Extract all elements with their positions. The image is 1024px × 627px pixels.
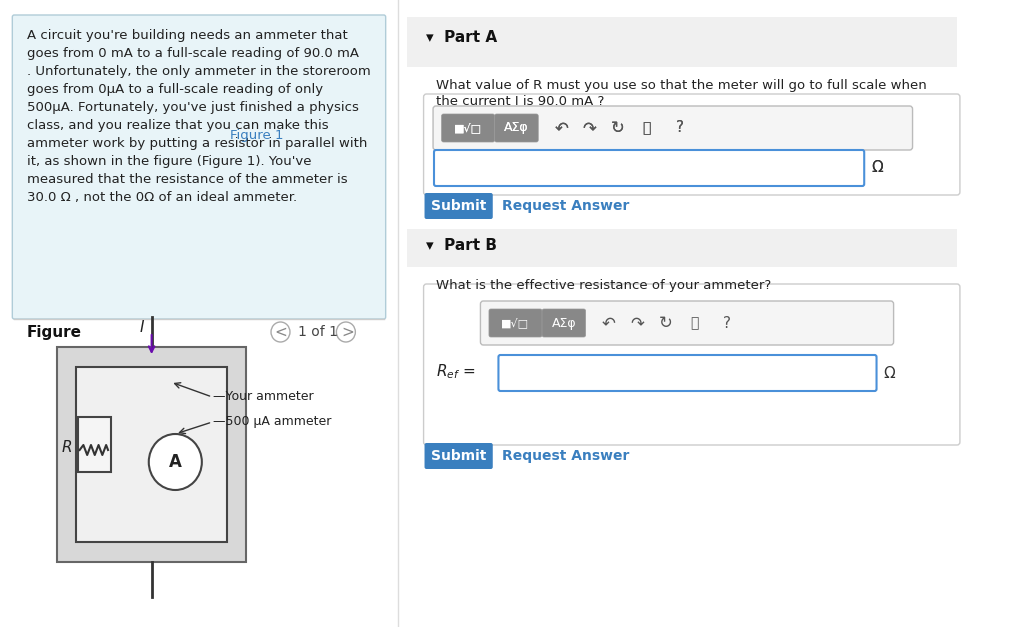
Text: ■√□: ■√□ [454,123,482,134]
Text: ↻: ↻ [611,119,625,137]
FancyBboxPatch shape [441,114,495,142]
FancyBboxPatch shape [12,15,386,319]
Text: 1 of 1: 1 of 1 [299,325,339,339]
Text: ↷: ↷ [583,119,597,137]
FancyBboxPatch shape [441,114,495,142]
Text: $R_{ef}$ =: $R_{ef}$ = [436,362,475,381]
Bar [78,417,111,472]
FancyBboxPatch shape [499,355,877,391]
Text: ↻: ↻ [611,119,625,137]
FancyBboxPatch shape [495,114,539,142]
Text: ⌸: ⌸ [642,121,651,135]
Text: Ω: Ω [883,366,895,381]
Text: Figure 1: Figure 1 [230,129,284,142]
FancyBboxPatch shape [434,150,864,186]
Text: ?: ? [723,315,731,330]
Text: I: I [139,320,144,334]
Text: Request Answer: Request Answer [502,449,630,463]
Text: <: < [274,325,288,340]
FancyBboxPatch shape [433,106,912,150]
FancyBboxPatch shape [495,114,539,142]
Text: What value of R must you use so that the meter will go to full scale when: What value of R must you use so that the… [436,79,927,92]
Text: ⌸: ⌸ [642,121,651,135]
FancyBboxPatch shape [489,309,542,337]
FancyBboxPatch shape [424,94,959,195]
Text: —500 μA ammeter: —500 μA ammeter [213,416,332,428]
FancyBboxPatch shape [480,301,894,345]
Text: ↶: ↶ [554,119,568,137]
Text: —Your ammeter: —Your ammeter [213,391,313,404]
Text: ↶: ↶ [554,119,568,137]
FancyBboxPatch shape [434,150,864,186]
Text: Figure: Figure [27,325,82,340]
Text: ■√□: ■√□ [502,318,529,329]
Bar [408,229,957,267]
Text: A circuit you're building needs an ammeter that
goes from 0 mA to a full-scale r: A circuit you're building needs an ammet… [27,29,371,204]
Text: Submit: Submit [431,449,486,463]
Text: ⌸: ⌸ [690,316,698,330]
Text: ↻: ↻ [658,314,673,332]
Text: A: A [169,453,181,471]
Text: ?: ? [676,120,684,135]
Text: ΑΣφ: ΑΣφ [504,122,528,135]
Text: What is the effective resistance of your ammeter?: What is the effective resistance of your… [436,279,771,292]
Text: ↷: ↷ [630,314,644,332]
Text: ΑΣφ: ΑΣφ [552,317,577,330]
FancyBboxPatch shape [424,284,959,445]
FancyBboxPatch shape [425,443,493,469]
Text: Ω: Ω [871,161,884,176]
Text: Request Answer: Request Answer [502,199,630,213]
Text: Ω: Ω [871,161,884,176]
Bar [76,367,227,542]
Circle shape [148,434,202,490]
Text: ■√□: ■√□ [454,123,482,134]
Text: the current I is 90.0 mA ?: the current I is 90.0 mA ? [436,95,604,108]
FancyBboxPatch shape [425,193,493,219]
Text: ↶: ↶ [602,314,615,332]
Text: ?: ? [676,120,684,135]
Text: ΑΣφ: ΑΣφ [504,122,528,135]
Text: R: R [61,440,73,455]
FancyBboxPatch shape [433,106,912,150]
Bar [408,17,957,67]
FancyBboxPatch shape [542,309,586,337]
Text: ↷: ↷ [583,119,597,137]
Text: Submit: Submit [431,199,486,213]
Text: ▾  Part A: ▾ Part A [426,29,498,45]
Text: >: > [341,325,354,340]
Text: ▾  Part B: ▾ Part B [426,238,498,253]
Bar [57,347,247,562]
